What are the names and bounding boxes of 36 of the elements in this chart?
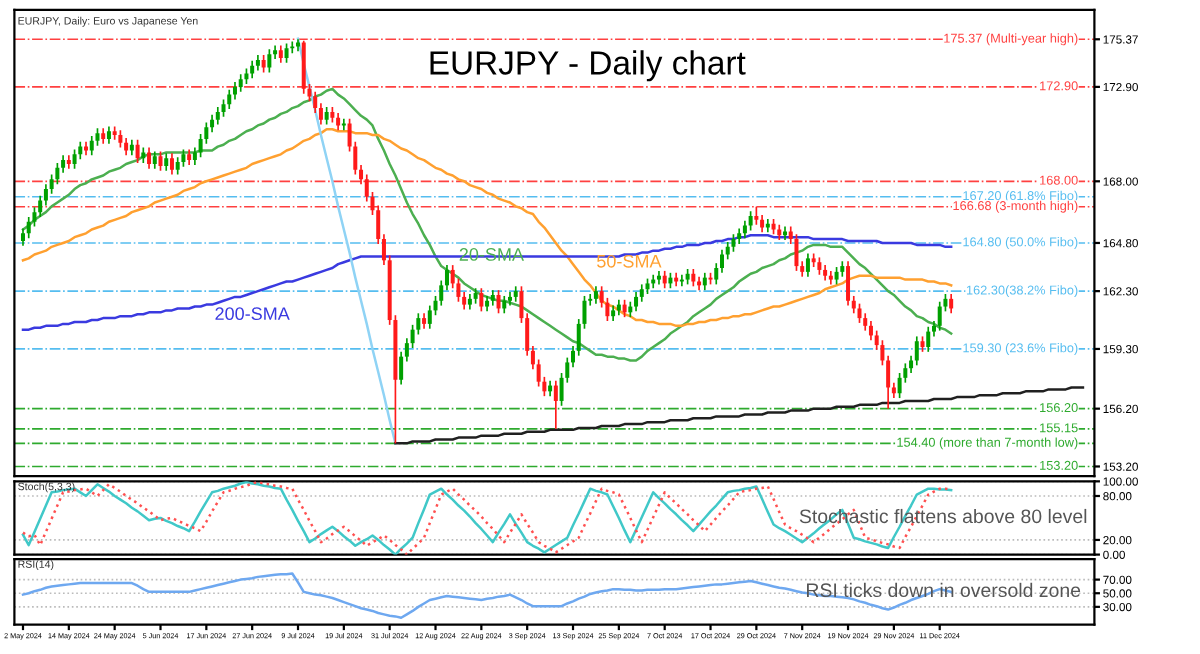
candlestick xyxy=(284,42,289,64)
candlestick xyxy=(135,139,140,164)
candlestick xyxy=(496,289,501,315)
candlestick xyxy=(846,260,851,307)
candlestick xyxy=(805,252,810,278)
candlestick xyxy=(147,146,152,170)
candlestick xyxy=(914,335,919,367)
candlestick xyxy=(794,233,799,272)
candlestick xyxy=(267,48,272,74)
candlestick xyxy=(66,154,71,170)
line-series xyxy=(21,572,953,620)
candlestick xyxy=(169,152,174,176)
candlestick xyxy=(427,304,432,330)
candlestick xyxy=(553,379,558,430)
line-series xyxy=(21,87,953,362)
candlestick xyxy=(89,135,94,157)
candlestick xyxy=(72,148,77,170)
series-label: 50-SMA xyxy=(597,254,662,268)
text: EURJPY - Daily chart xyxy=(430,50,746,82)
candlestick xyxy=(301,39,306,95)
candlestick xyxy=(55,162,60,186)
candlestick xyxy=(227,88,232,110)
candlestick xyxy=(634,291,639,313)
candlestick xyxy=(341,117,346,132)
candlestick xyxy=(748,210,753,232)
candlestick xyxy=(479,287,484,313)
candlestick xyxy=(926,325,931,353)
candlestick xyxy=(949,293,954,315)
series-label: 200-SMA xyxy=(215,307,290,321)
candlestick xyxy=(937,300,942,332)
candlestick xyxy=(868,320,873,342)
candlestick xyxy=(857,302,862,324)
candlestick xyxy=(507,291,512,307)
line-series xyxy=(296,37,397,445)
line-series xyxy=(21,481,953,555)
candlestick xyxy=(158,150,163,172)
